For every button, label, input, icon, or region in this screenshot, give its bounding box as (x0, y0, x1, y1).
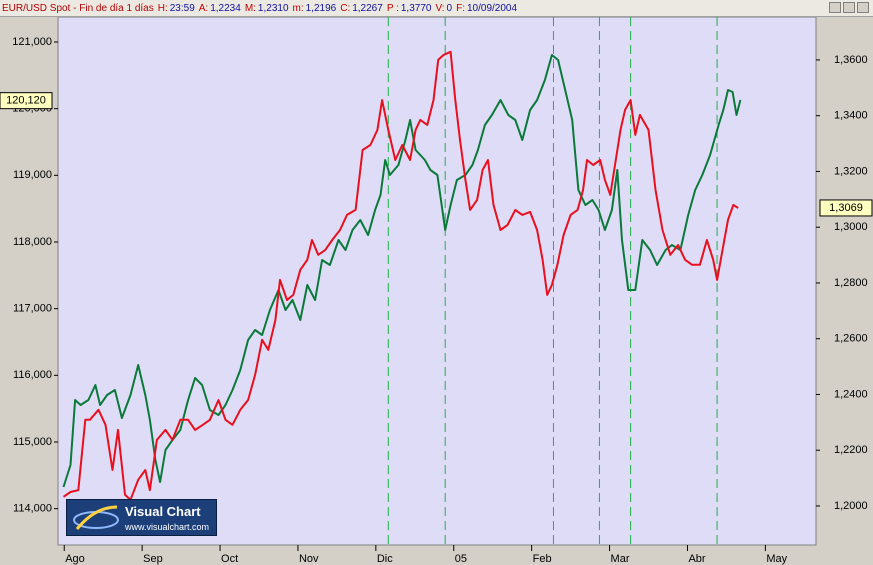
x-tick-label: May (766, 553, 787, 565)
close-button[interactable] (857, 2, 869, 13)
y-tick-label: 117,000 (13, 303, 52, 315)
x-tick-label: Mar (611, 553, 630, 565)
field-label: A: (198, 3, 209, 14)
instrument-title: EUR/USD Spot - Fin de día 1 días (2, 3, 154, 14)
field-value: 23:59 (169, 3, 195, 14)
x-tick-label: Nov (299, 553, 319, 565)
x-tick-label: Ago (65, 553, 85, 565)
y2-tick-label: 1,3600 (834, 54, 868, 66)
x-tick-label: Feb (533, 553, 552, 565)
y2-tick-label: 1,2200 (834, 444, 868, 456)
field-label: M: (244, 3, 256, 14)
y-tick-label: 115,000 (13, 436, 52, 448)
series-line (62, 54, 742, 488)
y2-tick-label: 1,2400 (834, 388, 868, 400)
field-value: 0 (446, 3, 453, 14)
field-value: 1,2196 (305, 3, 337, 14)
field-label: m: (292, 3, 304, 14)
y2-tick-label: 1,3200 (834, 165, 868, 177)
y2-tick-label: 1,3400 (834, 110, 868, 122)
y2-tick-label: 1,2600 (834, 333, 868, 345)
field-label: P : (386, 3, 399, 14)
field-value: 1,3770 (400, 3, 432, 14)
last-value-label: 120,120 (6, 95, 46, 107)
plot-area (57, 17, 817, 546)
y-tick-label: 116,000 (13, 369, 52, 381)
logo: Visual Chart www.visualchart.com (66, 499, 217, 536)
last-value-box (819, 199, 873, 217)
y2-tick-label: 1,2800 (834, 277, 868, 289)
field-label: V: (435, 3, 445, 14)
x-tick-label: Oct (221, 553, 238, 565)
field-value: 1,2310 (257, 3, 289, 14)
field-value: 1,2267 (352, 3, 383, 14)
field-label: C: (340, 3, 351, 14)
last-value-label: 1,3069 (829, 202, 863, 214)
y-tick-label: 114,000 (13, 503, 52, 515)
y2-tick-label: 1,3000 (834, 221, 868, 233)
maximize-button[interactable] (843, 2, 855, 13)
last-value-box (0, 92, 53, 110)
field-label: H: (157, 3, 168, 14)
x-tick-label: Dic (377, 553, 393, 565)
x-tick-label: 05 (455, 553, 467, 565)
field-value: 10/09/2004 (466, 3, 518, 14)
y-tick-label: 118,000 (13, 236, 52, 248)
logo-icon (73, 505, 119, 530)
series-line (62, 50, 739, 501)
logo-url: www.visualchart.com (125, 522, 210, 532)
y-tick-label: 121,000 (12, 36, 52, 48)
field-label: F: (456, 3, 465, 14)
chart: 114,000 115,000 116,000 117,000 118,000 119,0… (0, 17, 873, 565)
header-bar: EUR/USD Spot - Fin de día 1 días H: 23:59 A… (0, 0, 873, 17)
logo-title: Visual Chart (125, 504, 201, 519)
y2-tick-label: 1,2000 (834, 500, 868, 512)
minimize-button[interactable] (829, 2, 841, 13)
field-value: 1,2234 (210, 3, 241, 14)
y-tick-label: 119,000 (13, 169, 52, 181)
x-tick-label: Sep (143, 553, 163, 565)
x-tick-label: Abr (688, 553, 705, 565)
